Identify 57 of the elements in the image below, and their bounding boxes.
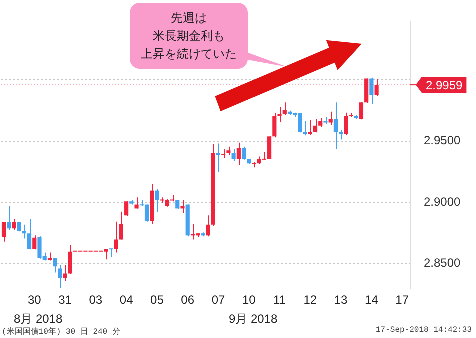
candlestick [339, 130, 344, 140]
candlestick [27, 218, 32, 250]
candlestick [7, 206, 12, 231]
candlestick [344, 112, 348, 136]
candlestick [216, 143, 221, 173]
x-tick-label: 12 [304, 293, 318, 308]
candlestick [359, 102, 364, 120]
annotation: 先週は [171, 10, 207, 27]
x-tick-label: 30 [28, 293, 42, 308]
text: 9月 2018 [229, 311, 278, 328]
candlestick [63, 264, 68, 282]
x-tick-label: 03 [89, 293, 103, 308]
candlestick [303, 120, 308, 136]
candlestick [308, 120, 312, 136]
candlestick [2, 222, 6, 242]
candlestick [12, 218, 16, 231]
x-tick-label: 13 [334, 293, 348, 308]
candlestick [124, 201, 129, 217]
candlestick [155, 188, 160, 214]
candlestick [119, 211, 124, 240]
y-tick-label: 2.9000 [424, 194, 462, 209]
x-tick-label: 07 [212, 293, 226, 308]
x-tick-label: 11 [274, 293, 286, 308]
y-tick-label: 2.9500 [424, 134, 462, 148]
candlestick [176, 200, 180, 210]
x-tick-label: 04 [120, 293, 134, 308]
x-tick-label: 10 [242, 293, 256, 308]
candlestick [232, 148, 236, 162]
candlestick [114, 221, 118, 254]
candlestick [32, 235, 37, 250]
candlestick [236, 142, 241, 166]
candlestick [374, 78, 379, 97]
candlestick [334, 102, 338, 150]
y-tick-label: 2.8500 [424, 256, 462, 270]
candlestick [206, 215, 210, 238]
candlestick [180, 200, 185, 214]
ref-line-label: 2.9959 [426, 78, 464, 92]
candlestick [58, 264, 62, 289]
x-tick-label: 14 [365, 293, 379, 308]
x-tick-label: 31 [58, 293, 72, 308]
candlestick [328, 111, 333, 126]
candlestick [282, 102, 287, 116]
candlestick [242, 146, 246, 160]
annotation: 上昇を続けていた [141, 46, 237, 63]
candlestick [22, 224, 26, 240]
candlestick [53, 258, 58, 274]
x-tick-label: 06 [181, 293, 195, 308]
x-tick-label: 05 [150, 293, 164, 308]
text: (米国国債10年) 30 日 240 分 [2, 326, 120, 338]
annotation: 米長期金利も [153, 28, 225, 45]
text: 8月 2018 [14, 311, 63, 328]
candlestick [370, 77, 374, 105]
text: 17-Sep-2018 14:42:33 [376, 326, 472, 337]
candlestick [109, 248, 114, 258]
candlestick [68, 244, 72, 275]
x-tick-label: 17 [396, 293, 410, 308]
candlestick [364, 78, 369, 104]
